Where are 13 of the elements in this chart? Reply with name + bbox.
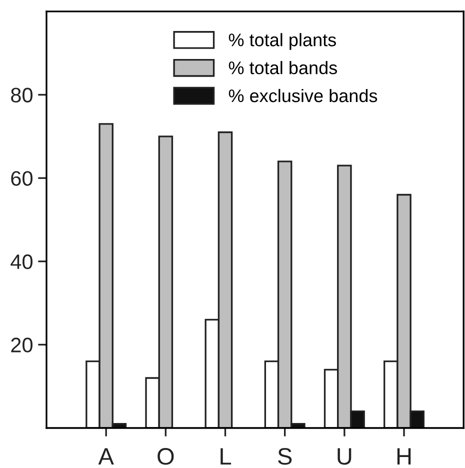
- x-tick-label: S: [278, 448, 292, 465]
- x-tick-label: L: [220, 448, 232, 465]
- legend-label: % total plants: [228, 33, 336, 50]
- y-tick-label: 40: [10, 254, 32, 270]
- x-tick-label: U: [338, 448, 352, 465]
- legend-label: % exclusive bands: [228, 88, 378, 102]
- y-tick-label: 80: [11, 88, 32, 103]
- y-tick-label: 60: [11, 171, 32, 186]
- y-tick-label: 20: [11, 338, 32, 352]
- legend-label: % total bands: [228, 61, 337, 74]
- x-tick-label: O: [158, 448, 174, 465]
- x-tick-label: H: [397, 448, 411, 465]
- x-tick-label: A: [98, 448, 114, 465]
